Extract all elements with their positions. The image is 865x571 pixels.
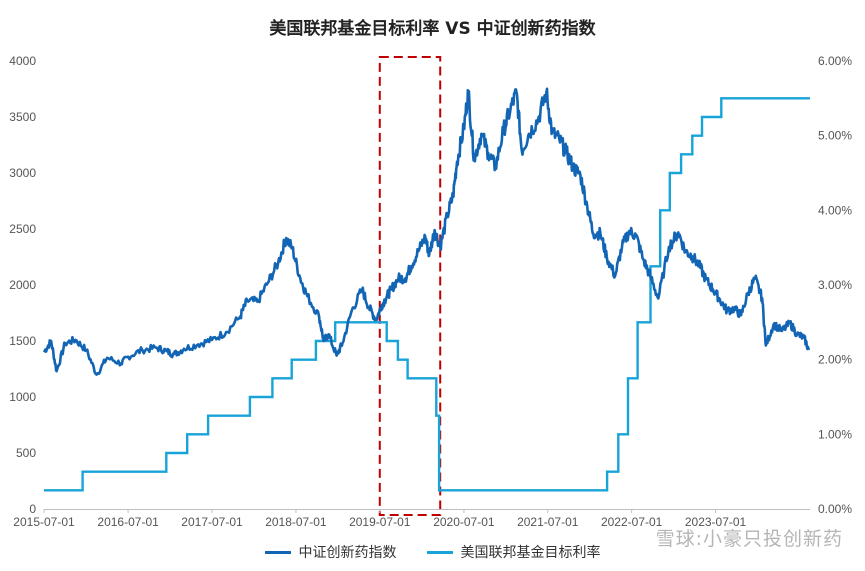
series-line-innovative-drug-index — [42, 87, 811, 376]
y-left-tick-label: 2500 — [9, 222, 36, 236]
series-line-fed-rate — [44, 97, 810, 492]
y-left-tick-label: 4000 — [9, 54, 36, 68]
legend: 中证创新药指数 美国联邦基金目标利率 — [0, 540, 865, 564]
x-tick-label: 2019-07-01 — [349, 515, 411, 529]
highlight-layer — [378, 56, 442, 516]
x-tick-label: 2021-07-01 — [517, 515, 579, 529]
legend-label-rate: 美国联邦基金目标利率 — [460, 545, 601, 561]
y-left-tick-label: 500 — [16, 446, 36, 460]
axis-layer: 0 500 1000 1500 2000 2500 3000 3500 4000 0.00% 1.0… — [9, 54, 852, 529]
highlight-box — [378, 56, 442, 516]
x-tick-label: 2018-07-01 — [265, 515, 327, 529]
legend-item-rate[interactable]: 美国联邦基金目标利率 — [426, 542, 601, 562]
y-right-tick-label: 2.00% — [818, 353, 852, 367]
chart-title: 美国联邦基金目标利率 VS 中证创新药指数 — [269, 19, 596, 39]
y-left-tick-label: 2000 — [9, 278, 36, 292]
watermark: 雪球:小豪只投创新药 — [655, 528, 843, 550]
y-left-tick-label: 0 — [29, 502, 36, 516]
index-series-layer — [42, 87, 811, 376]
x-tick-label: 2017-07-01 — [181, 515, 243, 529]
y-left-tick-label: 1000 — [9, 390, 36, 404]
legend-label-index: 中证创新药指数 — [298, 545, 397, 561]
y-right-tick-label: 1.00% — [818, 427, 852, 441]
y-left-tick-label: 3000 — [9, 166, 36, 180]
y-right-tick-label: 0.00% — [818, 502, 852, 516]
x-tick-label: 2023-07-01 — [685, 515, 747, 529]
y-right-tick-label: 4.00% — [818, 203, 852, 217]
y-left-tick-label: 1500 — [9, 334, 36, 348]
legend-swatch-rate — [426, 550, 453, 554]
x-tick-label: 2016-07-01 — [97, 515, 159, 529]
rate-series-layer — [44, 97, 810, 492]
y-right-tick-label: 3.00% — [818, 278, 852, 292]
y-left-tick-label: 3500 — [9, 110, 36, 124]
x-tick-label: 2022-07-01 — [601, 515, 663, 529]
x-tick-label: 2020-07-01 — [433, 515, 495, 529]
legend-swatch-index — [264, 550, 291, 554]
y-right-tick-label: 6.00% — [818, 54, 852, 68]
y-right-tick-label: 5.00% — [818, 129, 852, 143]
legend-item-index[interactable]: 中证创新药指数 — [264, 542, 397, 562]
x-tick-label: 2015-07-01 — [13, 515, 75, 529]
